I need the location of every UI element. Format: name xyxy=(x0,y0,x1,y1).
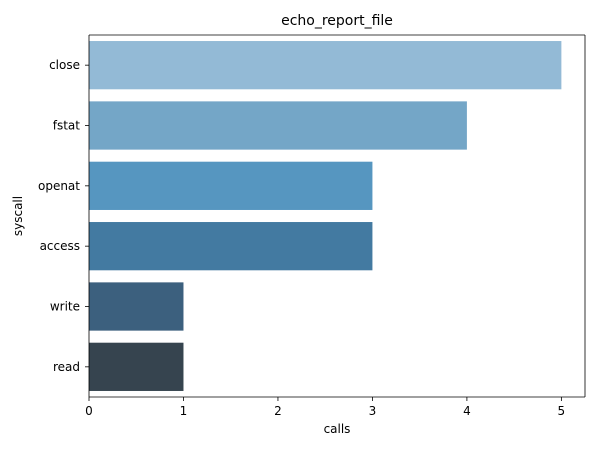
x-tick-label: 5 xyxy=(558,404,566,418)
x-tick-label: 1 xyxy=(180,404,188,418)
bars-layer xyxy=(89,41,561,391)
chart-title: echo_report_file xyxy=(281,13,393,29)
x-tick-label: 4 xyxy=(463,404,471,418)
y-tick-label-fstat: fstat xyxy=(53,119,81,133)
x-tick-label: 0 xyxy=(85,404,93,418)
x-ticks: 0 1 2 3 4 5 xyxy=(85,397,565,418)
x-tick-label: 2 xyxy=(274,404,282,418)
x-axis-label: calls xyxy=(324,422,351,436)
y-tick-label-write: write xyxy=(50,300,80,314)
bar-read xyxy=(89,343,183,391)
y-tick-label-access: access xyxy=(40,239,80,253)
x-tick-label: 3 xyxy=(369,404,377,418)
bar-close xyxy=(89,41,561,89)
bar-write xyxy=(89,282,183,330)
y-ticks: close fstat openat access write read xyxy=(38,58,89,374)
y-tick-label-openat: openat xyxy=(38,179,80,193)
y-tick-label-close: close xyxy=(49,58,80,72)
bar-openat xyxy=(89,162,372,210)
y-tick-label-read: read xyxy=(53,360,80,374)
bar-fstat xyxy=(89,101,467,149)
y-axis-label: syscall xyxy=(11,196,25,236)
bar-access xyxy=(89,222,372,270)
